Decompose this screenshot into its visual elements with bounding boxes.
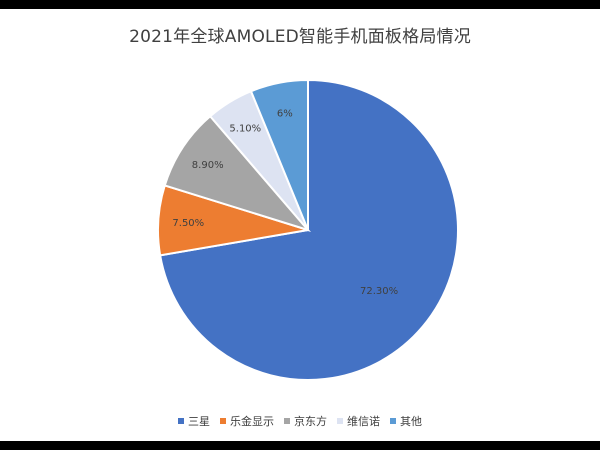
legend-item-3: 维信诺 [337, 413, 380, 429]
legend-label: 乐金显示 [230, 415, 274, 428]
legend-swatch [220, 418, 226, 424]
pie-slice-4 [249, 78, 309, 231]
data-label-2: 8.90% [192, 160, 224, 171]
legend-item-0: 三星 [178, 413, 210, 429]
chart-title: 2021年全球AMOLED智能手机面板格局情况 [129, 27, 471, 47]
data-label-3: 5.10% [229, 124, 261, 135]
legend-swatch [337, 418, 343, 424]
pie-slice-2 [163, 114, 312, 232]
data-label-0: 72.30% [360, 286, 398, 297]
legend-swatch [178, 418, 184, 424]
legend-item-2: 京东方 [284, 413, 327, 429]
legend-label: 京东方 [294, 415, 327, 428]
top-border [0, 0, 600, 9]
legend-swatch [284, 418, 290, 424]
legend-swatch [390, 418, 396, 424]
legend-item-4: 其他 [390, 413, 422, 429]
bottom-border [0, 441, 600, 450]
legend-label: 维信诺 [347, 415, 380, 428]
legend-label: 其他 [400, 415, 422, 428]
legend-item-1: 乐金显示 [220, 413, 274, 429]
data-label-4: 6% [277, 108, 293, 119]
legend: 三星 乐金显示 京东方 维信诺 其他 [0, 413, 600, 429]
legend-label: 三星 [188, 415, 210, 428]
data-label-1: 7.50% [172, 218, 204, 229]
